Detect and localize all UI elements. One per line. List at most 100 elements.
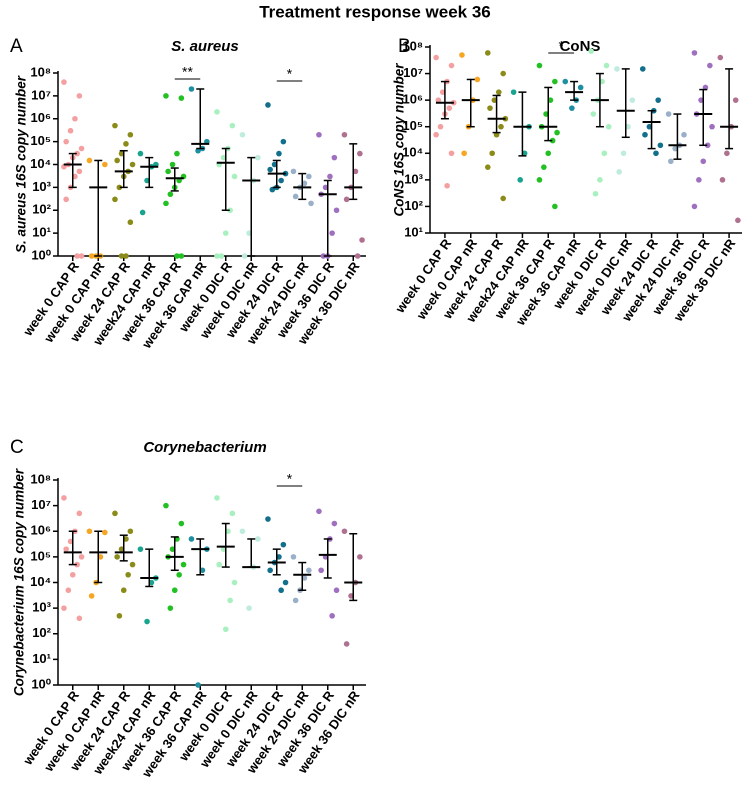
data-point [290,168,297,175]
data-point [276,554,282,560]
y-tick-label: 10⁸ [30,64,51,79]
data-point [74,150,80,157]
data-point [169,161,176,168]
data-point [517,177,524,183]
data-point [577,84,584,91]
data-point [123,141,129,147]
data-point [76,168,83,175]
data-point [306,567,312,574]
data-point [665,111,672,117]
data-point [231,579,238,586]
y-tick-label: 10⁶ [403,92,423,107]
data-point [125,571,131,578]
data-point [354,253,361,259]
data-point [495,89,502,95]
data-point [484,164,491,170]
data-point [341,131,348,138]
data-point [536,62,543,69]
data-point [163,200,169,207]
data-point [239,131,246,138]
data-point [241,253,248,259]
data-point [569,105,575,111]
data-point [76,510,83,517]
data-point [118,150,125,157]
data-point [78,554,85,560]
data-point [487,105,493,111]
data-point [129,161,136,168]
data-point [163,502,169,509]
y-tick-label: 10⁴ [30,574,51,589]
data-point [359,237,365,243]
data-point [116,613,123,619]
data-point [118,546,125,552]
data-point [86,528,93,535]
data-point [691,50,698,56]
data-point [500,195,506,202]
data-point [562,78,569,85]
data-point [719,177,726,183]
significance-label: * [558,38,564,54]
data-point [116,184,123,191]
significance-label: * [287,471,293,487]
data-point [137,546,144,552]
data-point [474,76,481,83]
data-point [341,528,348,535]
data-point [616,169,622,175]
data-point [123,253,129,259]
data-point [148,579,155,586]
data-point [222,626,229,633]
data-point [195,147,201,154]
data-point [118,253,125,259]
data-point [63,196,69,203]
y-tick-label: 10² [404,198,423,213]
data-point [605,123,612,130]
chart-title: Corynebacterium [143,439,266,456]
data-point [271,161,278,168]
y-tick-label: 10⁵ [402,118,423,133]
data-point [541,164,547,170]
y-tick-label: 10⁸ [402,38,423,53]
data-point [97,554,104,560]
data-point [599,78,605,85]
data-point [225,528,231,535]
y-axis-label: S. aureus 16S copy number [14,75,29,253]
data-point [601,150,608,157]
data-point [280,138,287,145]
data-point [668,158,674,165]
data-point [227,207,233,214]
data-point [484,50,491,56]
y-tick-label: 10⁸ [30,471,51,486]
data-point [86,157,93,164]
data-point [433,131,439,138]
data-point [547,97,554,103]
data-point [74,253,80,259]
data-point [331,154,338,161]
data-point [554,129,560,136]
data-point [510,89,517,95]
data-point [549,137,556,144]
data-point [597,177,603,183]
data-point [448,62,455,69]
data-point [199,567,206,574]
data-point [435,97,442,103]
data-point [653,150,659,157]
data-point [61,605,67,611]
data-point [329,613,335,619]
data-point [88,593,95,599]
data-point [316,508,322,515]
significance-label: ** [182,64,193,80]
panel-letter: A [10,36,23,57]
data-point [72,115,78,122]
data-point [255,154,261,161]
data-point [127,528,134,535]
data-point [318,567,324,574]
data-point [448,150,455,157]
data-point [144,618,150,625]
data-point [267,166,273,173]
data-point [176,571,182,578]
data-point [222,230,229,236]
data-point [178,95,185,101]
data-point [691,203,698,210]
data-point [61,495,67,501]
